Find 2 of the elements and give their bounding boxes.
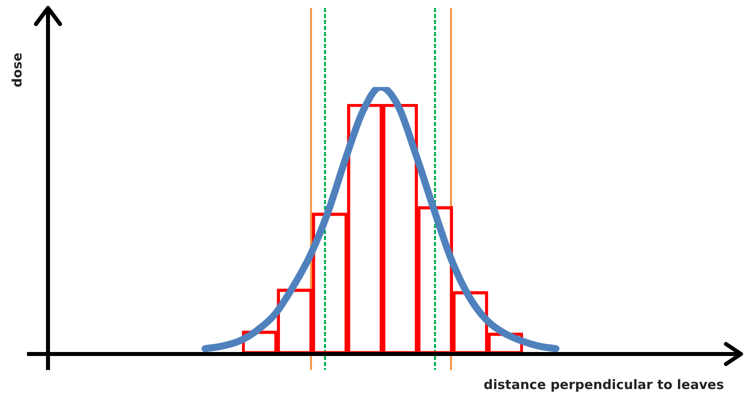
y-axis-title: dose [10,52,26,88]
x-axis-title: distance perpendicular to leaves [484,378,724,393]
